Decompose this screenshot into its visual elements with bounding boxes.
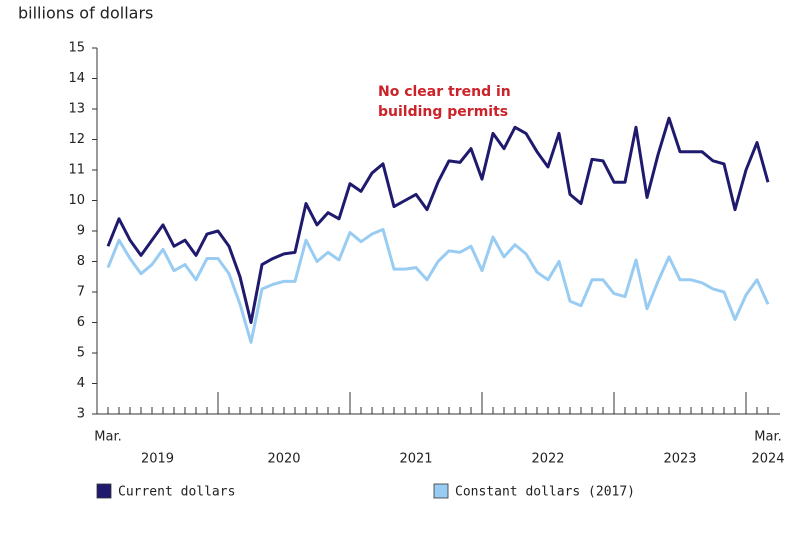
line (106, 227, 770, 344)
y-tick-label: 15 (68, 41, 85, 56)
annotation: building permits (378, 104, 508, 120)
y-tick-label: 3 (77, 407, 85, 422)
year-label: 2022 (531, 452, 564, 467)
legend-label: Current dollars (118, 485, 235, 500)
y-tick-label: 12 (68, 132, 85, 147)
y-tick-label: 6 (77, 315, 85, 330)
x-tick-label: Mar. (754, 430, 781, 445)
year-label: 2020 (267, 452, 300, 467)
y-axis-label: billions of dollars (18, 4, 153, 23)
year-label: 2024 (751, 452, 784, 467)
year-label: 2023 (663, 452, 696, 467)
line (106, 116, 770, 324)
y-tick-label: 8 (77, 254, 85, 269)
y-tick-label: 11 (68, 163, 85, 178)
legend-label: Constant dollars (2017) (455, 485, 635, 500)
y-tick-label: 9 (77, 224, 85, 239)
y-tick-label: 13 (68, 102, 85, 117)
legend-swatch (433, 483, 449, 499)
y-tick-label: 14 (68, 71, 85, 86)
y-tick-label: 10 (68, 193, 85, 208)
year-label: 2019 (141, 452, 174, 467)
year-label: 2021 (399, 452, 432, 467)
y-tick-label: 4 (77, 376, 85, 391)
annotation: No clear trend in (378, 84, 511, 100)
legend-swatch (96, 483, 112, 499)
x-tick-label: Mar. (94, 430, 121, 445)
y-tick-label: 5 (77, 346, 85, 361)
y-tick-label: 7 (77, 285, 85, 300)
